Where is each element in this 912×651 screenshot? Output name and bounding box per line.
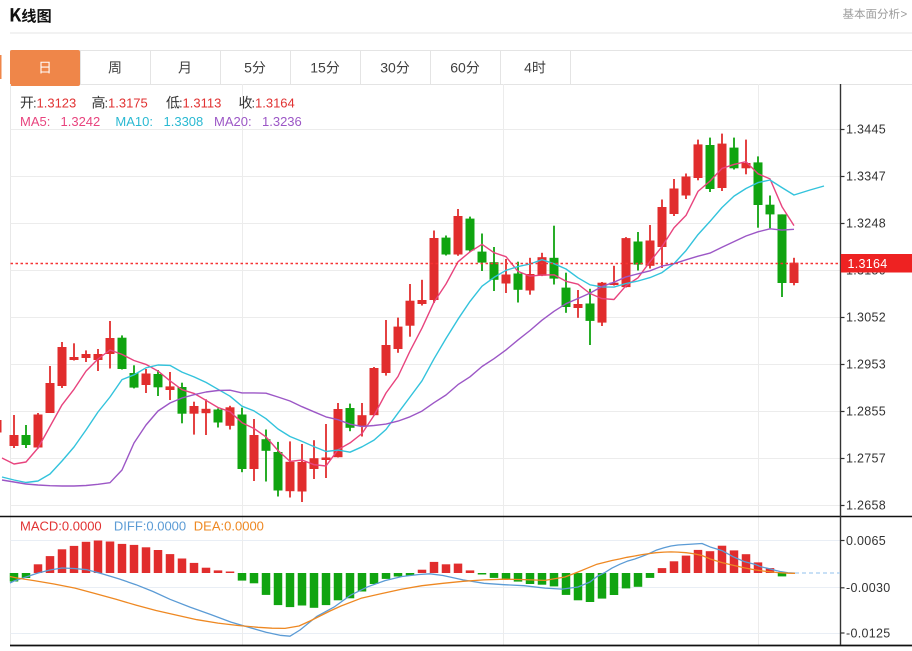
svg-text:1.3164: 1.3164 bbox=[848, 257, 888, 271]
svg-text:MA20:: MA20: bbox=[214, 114, 252, 129]
svg-text:DIFF:0.0000: DIFF:0.0000 bbox=[114, 519, 186, 534]
svg-text::: : bbox=[33, 96, 37, 111]
svg-text:MACD:0.0000: MACD:0.0000 bbox=[20, 519, 102, 534]
svg-text:1.3308: 1.3308 bbox=[164, 114, 204, 129]
svg-text:1.2658: 1.2658 bbox=[846, 498, 886, 512]
svg-text:MA5:: MA5: bbox=[20, 114, 50, 129]
svg-text:1.2855: 1.2855 bbox=[846, 404, 886, 418]
svg-text:3: 3 bbox=[380, 60, 388, 76]
svg-text:0: 0 bbox=[458, 60, 466, 76]
svg-text::: : bbox=[105, 96, 109, 111]
svg-text:1.3236: 1.3236 bbox=[262, 114, 302, 129]
svg-text:1: 1 bbox=[310, 60, 318, 76]
svg-text:-0.0125: -0.0125 bbox=[846, 626, 891, 640]
svg-text:1.3248: 1.3248 bbox=[846, 216, 886, 230]
svg-text:0: 0 bbox=[388, 60, 396, 76]
svg-text:0.0065: 0.0065 bbox=[846, 534, 886, 548]
svg-text:5: 5 bbox=[318, 60, 326, 76]
svg-text::: : bbox=[179, 96, 183, 111]
svg-text:1.3347: 1.3347 bbox=[846, 169, 886, 183]
svg-text:1.3113: 1.3113 bbox=[183, 96, 222, 111]
svg-text:-0.0030: -0.0030 bbox=[846, 581, 891, 595]
svg-text:DEA:0.0000: DEA:0.0000 bbox=[194, 519, 264, 534]
svg-text:1.3123: 1.3123 bbox=[37, 96, 77, 111]
svg-text:6: 6 bbox=[450, 60, 458, 76]
svg-text:5: 5 bbox=[244, 60, 252, 76]
svg-text:1.3242: 1.3242 bbox=[61, 114, 101, 129]
svg-text:1.2953: 1.2953 bbox=[846, 357, 886, 371]
svg-text:>: > bbox=[901, 9, 908, 21]
svg-text:1.3175: 1.3175 bbox=[108, 96, 148, 111]
svg-text:1.3164: 1.3164 bbox=[255, 96, 295, 111]
svg-text:1.3052: 1.3052 bbox=[846, 310, 886, 324]
svg-text::: : bbox=[252, 96, 256, 111]
svg-text:1.3445: 1.3445 bbox=[846, 122, 886, 136]
svg-text:4: 4 bbox=[524, 60, 532, 76]
svg-text:MA10:: MA10: bbox=[115, 114, 153, 129]
svg-text:1.2757: 1.2757 bbox=[846, 451, 886, 465]
